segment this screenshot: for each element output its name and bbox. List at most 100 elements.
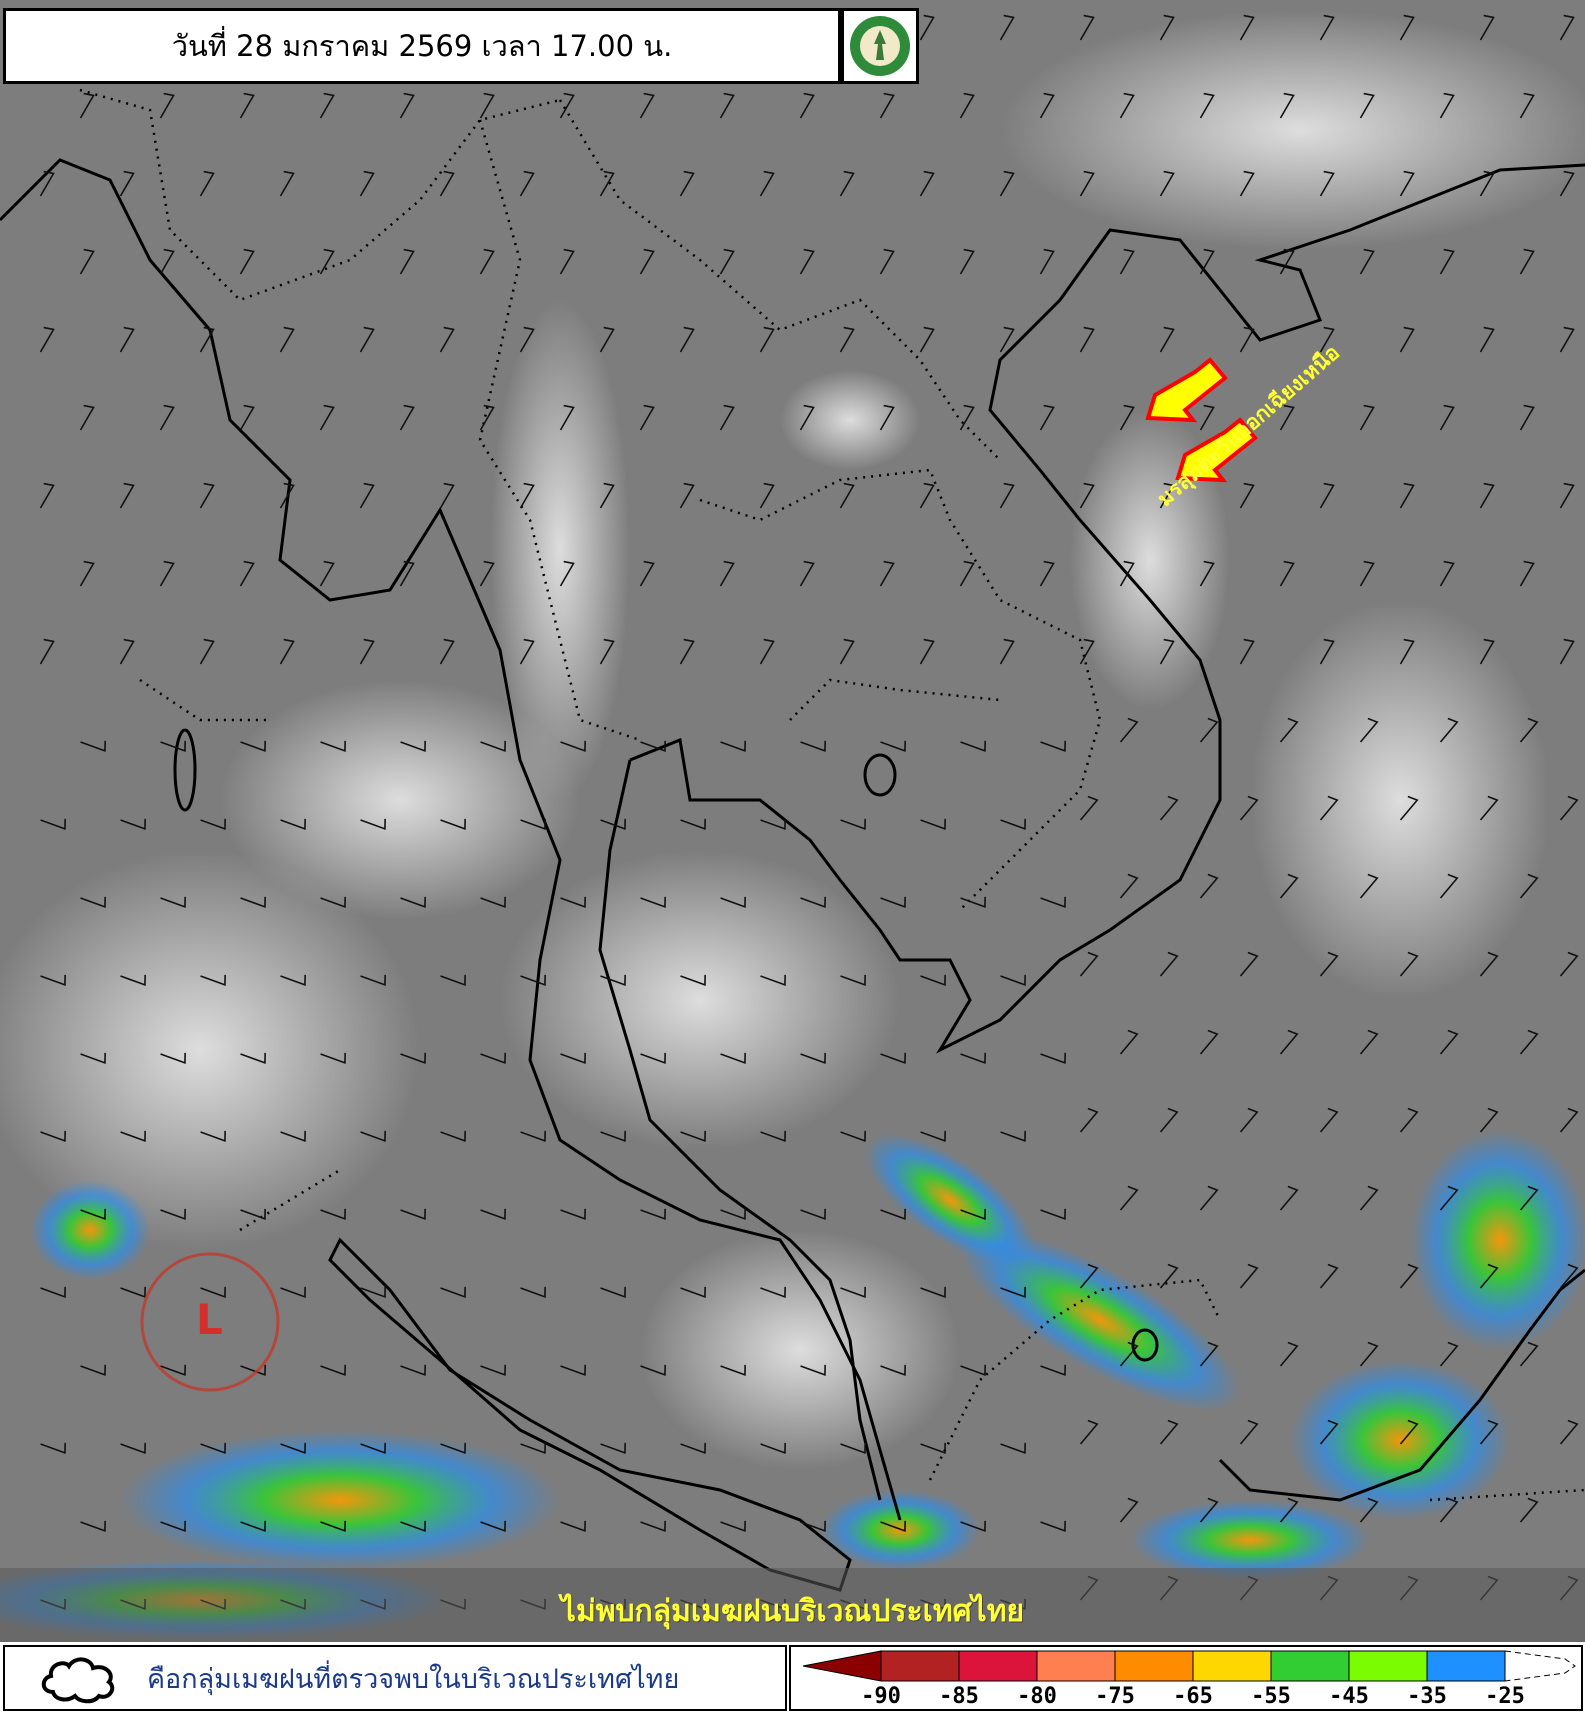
wind-barb	[1479, 1107, 1499, 1133]
wind-barb	[1359, 560, 1375, 587]
wind-barb	[239, 248, 255, 275]
wind-barb	[1199, 1029, 1219, 1055]
wind-barb	[119, 170, 135, 197]
wind-barb	[1199, 248, 1215, 275]
wind-barb	[279, 482, 295, 509]
colorbar-tick-label: -55	[1251, 1684, 1291, 1709]
wind-barb	[359, 638, 375, 665]
wind-barb	[1319, 1107, 1339, 1133]
wind-barb	[279, 170, 295, 197]
wind-barb	[799, 404, 815, 431]
wind-barb	[839, 638, 855, 665]
low-pressure-label: L	[196, 1295, 223, 1344]
wind-barb	[1479, 14, 1495, 41]
wind-barb	[919, 482, 935, 509]
colorbar-segment	[1036, 1650, 1116, 1682]
wind-barb	[400, 740, 426, 753]
wind-barb	[599, 326, 615, 353]
colorbar-tick-label: -35	[1407, 1684, 1447, 1709]
wind-barb	[439, 638, 455, 665]
wind-barb	[1199, 1341, 1219, 1367]
wind-barb	[1559, 482, 1575, 509]
wind-barb	[960, 1364, 986, 1377]
wind-barb	[1239, 795, 1259, 821]
wind-barb	[39, 326, 55, 353]
wind-barb	[520, 818, 546, 831]
wind-barb	[239, 404, 255, 431]
wind-barb	[200, 1442, 226, 1455]
wind-barb	[159, 92, 175, 119]
wind-barb	[359, 326, 375, 353]
wind-barb	[1279, 92, 1295, 119]
wind-barb	[999, 14, 1015, 41]
wind-barb	[840, 818, 866, 831]
wind-barb	[199, 170, 215, 197]
wind-barb	[559, 92, 575, 119]
wind-barb	[1279, 1497, 1299, 1523]
wind-barb	[680, 1130, 706, 1143]
wind-barb	[519, 482, 535, 509]
wind-barb	[1079, 1263, 1099, 1289]
wind-barb	[640, 740, 666, 753]
wind-barb	[1479, 326, 1495, 353]
wind-barb	[360, 818, 386, 831]
wind-barb	[759, 326, 775, 353]
wind-barb	[400, 1520, 426, 1533]
wind-barb	[399, 560, 415, 587]
wind-barb	[1119, 1029, 1139, 1055]
wind-barb	[1040, 896, 1066, 909]
wind-barb	[1399, 14, 1415, 41]
wind-barb	[599, 638, 615, 665]
wind-barb	[1399, 638, 1415, 665]
country-borders	[79, 88, 1585, 1502]
wind-barb	[1239, 1263, 1259, 1289]
wind-barb	[1319, 638, 1335, 665]
wind-barb	[159, 404, 175, 431]
wind-barb	[920, 1442, 946, 1455]
wind-barb	[1559, 14, 1575, 41]
wind-barb	[1359, 404, 1375, 431]
wind-barb	[80, 896, 106, 909]
wind-barb	[959, 92, 975, 119]
wind-barb	[479, 92, 495, 119]
wind-barb	[1439, 560, 1455, 587]
wind-barb	[1279, 717, 1299, 743]
wind-barb	[1399, 482, 1415, 509]
wind-barb	[1439, 92, 1455, 119]
wind-barb	[1399, 795, 1419, 821]
wind-barb	[800, 1052, 826, 1065]
wind-barb	[640, 1364, 666, 1377]
wind-barb	[1040, 1364, 1066, 1377]
wind-barb	[840, 1442, 866, 1455]
wind-barb	[760, 1286, 786, 1299]
wind-barb	[879, 92, 895, 119]
wind-barb	[639, 248, 655, 275]
wind-barb	[480, 1364, 506, 1377]
wind-barb	[479, 560, 495, 587]
wind-barb	[1119, 92, 1135, 119]
wind-barb	[1119, 560, 1135, 587]
wind-barb	[39, 638, 55, 665]
wind-barb	[1519, 92, 1535, 119]
wind-barb	[1079, 326, 1095, 353]
wind-barb	[999, 482, 1015, 509]
colorbar-segment	[1192, 1650, 1272, 1682]
page-title: วันที่ 28 มกราคม 2569 เวลา 17.00 น.	[3, 8, 841, 84]
wind-barb	[400, 1208, 426, 1221]
wind-barb	[1319, 482, 1335, 509]
wind-barb	[1319, 1419, 1339, 1445]
wind-barb	[279, 326, 295, 353]
wind-barb	[1239, 1419, 1259, 1445]
wind-barb	[360, 1442, 386, 1455]
wind-barb	[79, 248, 95, 275]
wind-barb	[1319, 14, 1335, 41]
wind-barb	[959, 560, 975, 587]
wind-barb	[519, 638, 535, 665]
wind-barb	[1319, 951, 1339, 977]
wind-barb	[960, 1052, 986, 1065]
wind-barb	[1119, 1185, 1139, 1211]
wind-barb	[600, 818, 626, 831]
wind-barb	[1079, 795, 1099, 821]
wind-barb	[319, 560, 335, 587]
wind-barb	[759, 482, 775, 509]
